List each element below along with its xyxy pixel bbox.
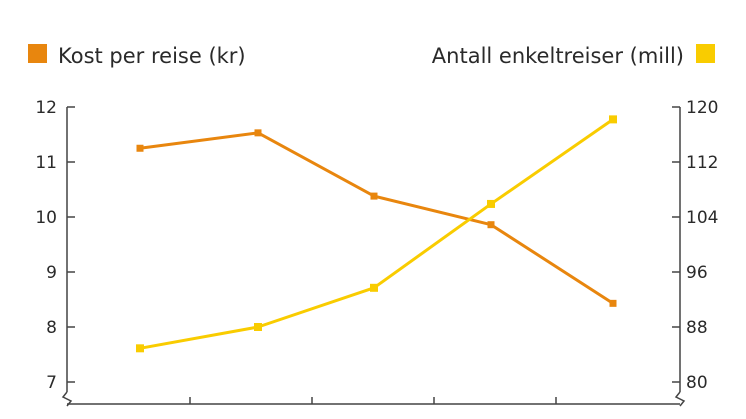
series-trips-point	[136, 344, 144, 353]
legend: Kost per reise (kr) Antall enkeltreiser …	[28, 44, 715, 68]
series-trips-point	[254, 323, 262, 331]
right-axis-tick-label: 96	[686, 263, 708, 283]
series-trips-point	[609, 115, 617, 124]
series-cost-point	[487, 221, 495, 229]
series-cost	[136, 129, 617, 307]
series-cost-point	[370, 192, 378, 200]
legend-swatch-trips	[696, 44, 715, 63]
left-axis-tick-label: 10	[35, 208, 57, 228]
left-axis-tick-label: 11	[35, 153, 57, 173]
series-cost-point	[609, 299, 617, 307]
right-axis-tick-label: 120	[686, 98, 718, 118]
series-cost-point	[254, 129, 262, 137]
left-axis-tick-label: 12	[35, 98, 57, 118]
right-axis-tick-label: 80	[686, 373, 708, 393]
legend-label-cost: Kost per reise (kr)	[58, 44, 246, 68]
left-axis-tick-label: 7	[46, 373, 57, 393]
right-axis-tick-label: 88	[686, 318, 708, 338]
series-trips-line	[139, 118, 614, 350]
legend-swatch-cost	[28, 44, 47, 63]
series-trips-point	[370, 283, 378, 292]
legend-label-trips: Antall enkeltreiser (mill)	[432, 44, 684, 68]
series-cost-point	[136, 144, 144, 152]
left-axis-tick-label: 9	[46, 263, 57, 283]
series	[136, 115, 617, 353]
series-cost-line	[139, 131, 614, 305]
right-axis-tick-label: 104	[686, 208, 718, 228]
series-trips-point	[487, 199, 495, 208]
series-trips	[136, 115, 617, 353]
right-axis-tick-label: 112	[686, 153, 718, 173]
axes: 12 11 10 9 8 7 120 112 104 96 88 80	[35, 98, 718, 407]
left-axis-tick-label: 8	[46, 318, 57, 338]
right-axis-break	[674, 391, 686, 407]
